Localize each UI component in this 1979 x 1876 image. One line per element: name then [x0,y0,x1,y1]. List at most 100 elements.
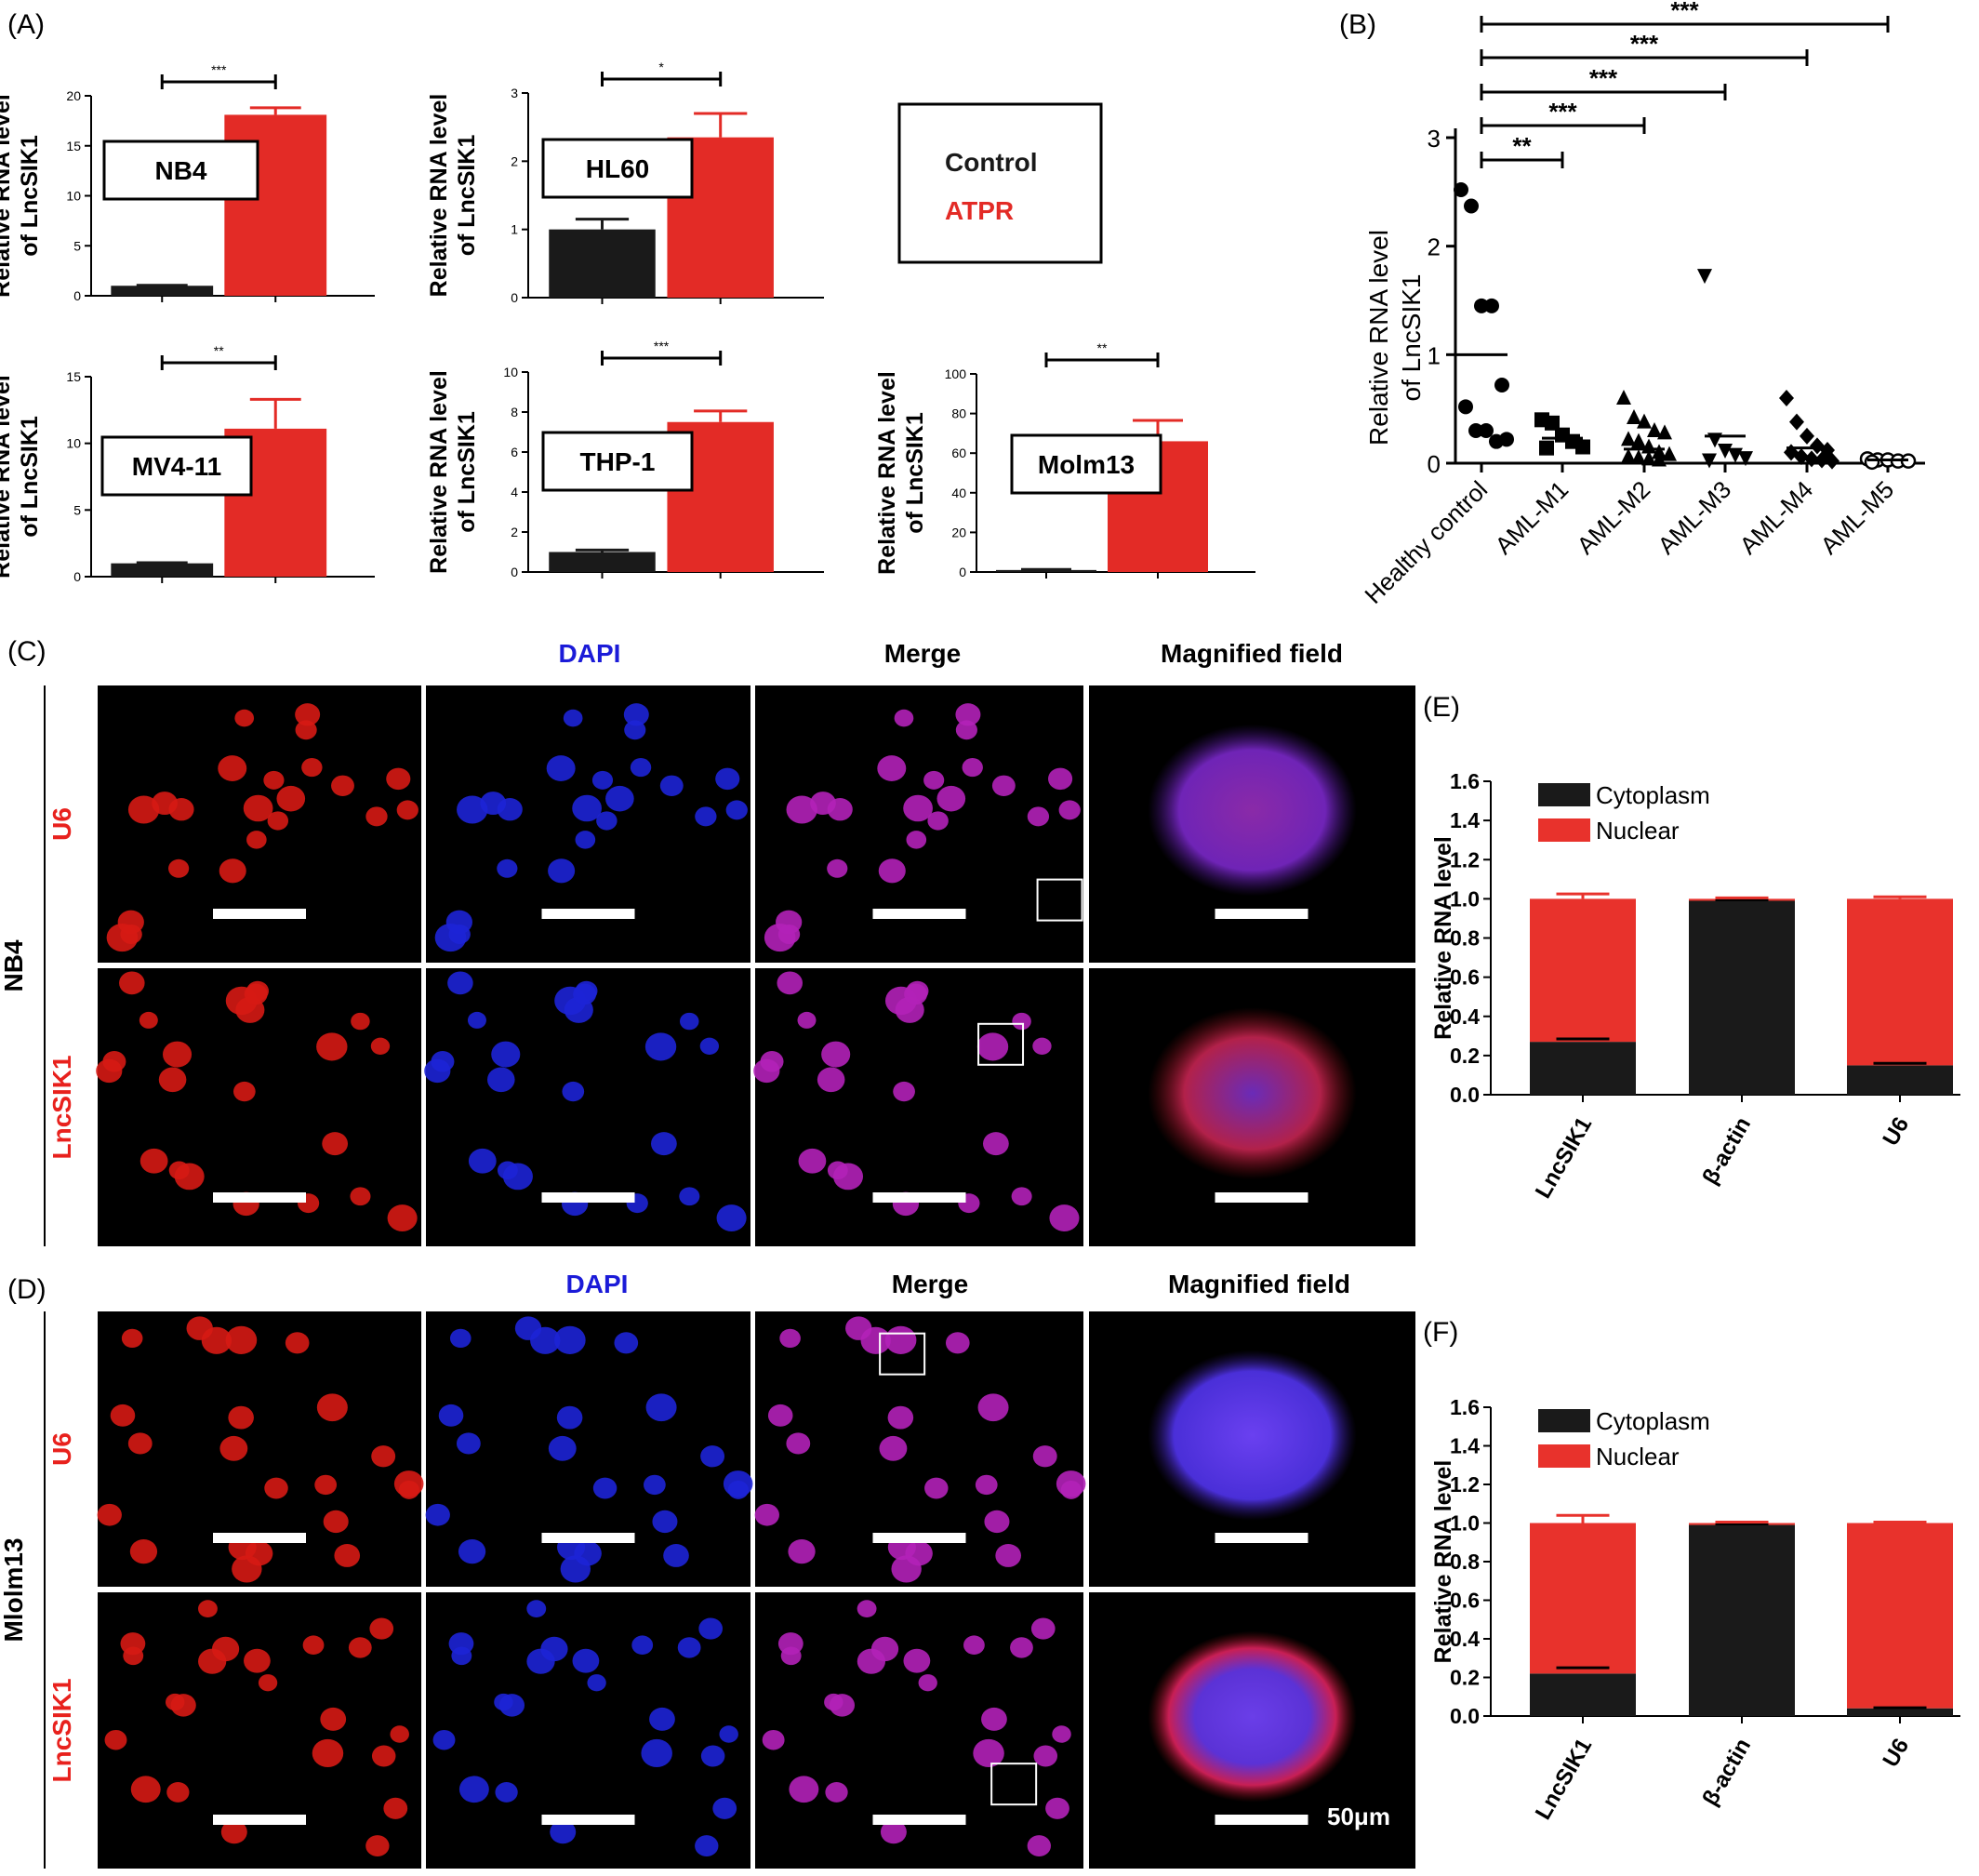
panel-f-stacked-bar: 0.0 0.2 0.4 0.6 0.8 1.0 1.2 1.4 1.6 Relative RNA … [1430,1395,1960,1824]
y-tick-label: 10 [66,189,81,204]
data-point [1657,424,1672,440]
y-tick-label: 0.4 [1450,1005,1480,1029]
cell-nucleus [232,1555,262,1583]
column-title: Magnified field [1168,1270,1350,1298]
y-tick-label: 2 [511,153,518,168]
y-axis-label: Relative RNA level [874,371,900,575]
panel-label-b: (B) [1339,9,1376,40]
cell-nucleus [903,794,933,822]
cell-nucleus [457,795,488,824]
cell-nucleus [982,1132,1009,1156]
y-tick-label: 1.6 [1450,769,1480,793]
y-tick-label: 3 [1428,125,1441,153]
x-tick-label: Healthy control [1359,475,1493,609]
x-tick-label: LncSIK1 [1531,1113,1597,1204]
cell-nucleus [438,1404,464,1427]
cell-nucleus [695,806,717,827]
cell-nucleus [425,1503,450,1526]
column-title: DAPI [566,1270,629,1298]
cell-nucleus [486,1067,515,1093]
bar-control [996,569,1096,572]
scale-bar [1215,1192,1308,1203]
y-tick-label: 1 [511,222,518,237]
cell-nucleus [225,1325,258,1354]
y-tick-label: 8 [511,405,518,419]
cell-nucleus [139,1148,168,1174]
cell-line-box [100,435,253,497]
cell-nucleus [396,800,418,820]
cell-nucleus [573,983,597,1005]
significance-label: * [658,60,664,74]
bar-cytoplasm [1530,1673,1636,1716]
cell-nucleus [174,1163,205,1191]
y-axis-label: Relative RNA level [1430,836,1456,1040]
cell-nucleus [370,1037,391,1055]
y-tick-label: 0 [1428,450,1441,478]
y-tick-label: 4 [511,485,518,499]
microscopy-panels: DAPI Merge Magnified field NB4 U6 LncSIK1 DAPI… [0,639,1415,1869]
cell-nucleus [458,1776,489,1803]
cell-nucleus [918,1674,937,1692]
y-axis-label: of LncSIK1 [454,411,480,533]
cell-nucleus [451,1646,472,1666]
y-tick-label: 2 [1428,233,1441,261]
y-tick-label: 15 [66,369,81,384]
cell-nucleus [467,1011,486,1029]
cell-nucleus [995,1544,1021,1567]
data-point [1627,409,1641,424]
cell-nucleus [386,767,411,791]
cell-nucleus [788,1538,816,1564]
cell-nucleus [456,1432,481,1455]
scale-bar [1215,909,1308,919]
cell-nucleus [263,770,285,790]
scale-bar [872,909,966,919]
cell-nucleus [494,1693,513,1711]
cell-nucleus [458,1538,486,1564]
cell-nucleus [1052,1725,1071,1743]
cell-nucleus [923,770,945,790]
cell-nucleus [371,1445,396,1468]
data-point [1779,390,1794,406]
data-point [1621,448,1636,463]
y-tick-label: 0.2 [1450,1044,1480,1068]
cell-nucleus [857,1600,877,1618]
scale-bar [541,1533,635,1543]
legend-control: Control [945,148,1038,177]
cell-nucleus [777,971,803,995]
cell-line-label: HL60 [586,154,649,183]
cell-nucleus [984,1510,1010,1534]
cell-nucleus [314,1474,338,1496]
cell-nucleus [719,1725,738,1743]
bar-nuclear [1847,1523,1953,1709]
panel-b-scatter: 0 1 2 3 Relative RNA level of LncSIK1 Healthy … [1359,0,1925,609]
magnify-box [879,1332,926,1376]
y-tick-label: 20 [66,88,81,103]
scale-bar [541,1192,635,1203]
cell-nucleus [727,1480,749,1499]
data-point [1814,451,1829,469]
cell-nucleus [130,1776,161,1803]
cell-nucleus [163,1041,193,1068]
cell-nucleus [575,831,596,849]
bar-cytoplasm [1689,1524,1795,1716]
y-tick-label: 1.0 [1450,886,1480,911]
cell-nucleus [679,1187,700,1206]
panel-a-legend: Control ATPR [897,102,1103,264]
cell-line-box [1010,433,1162,495]
cell-nucleus [152,792,178,816]
cell-nucleus [891,1555,922,1583]
cell-line-label: MV4-11 [132,452,222,481]
comparison-label: *** [1589,64,1618,92]
cell-nucleus [833,1163,864,1191]
data-point [1545,415,1560,431]
data-point [1794,448,1809,465]
x-tick-label: AML-M3 [1653,475,1737,560]
y-tick-label: 1.6 [1450,1395,1480,1419]
cell-nucleus [295,703,321,726]
column-title: DAPI [559,639,621,668]
magnified-cell [1148,724,1357,897]
cell-nucleus [880,1820,907,1844]
bar-control [111,563,214,577]
cell-nucleus [295,720,317,740]
cell-nucleus [767,1404,793,1427]
